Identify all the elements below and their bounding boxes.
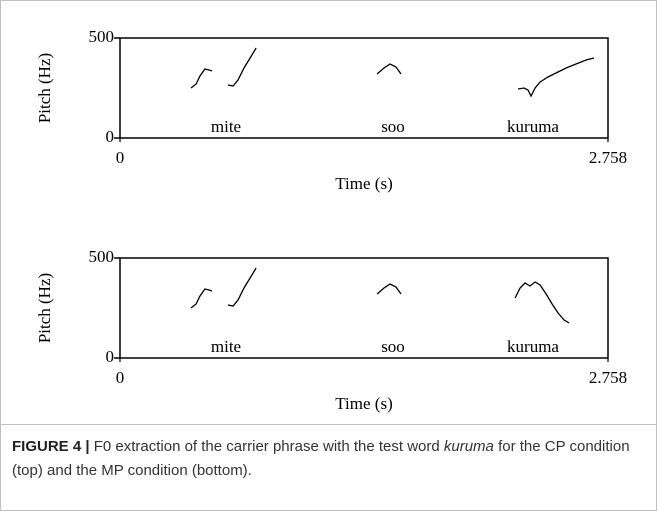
x-tick-label: 0 <box>116 148 125 167</box>
caption: FIGURE 4 | F0 extraction of the carrier … <box>12 435 642 483</box>
charts: 0 500 0 2.758 Time (s) Pitch (Hz) mite soo kurum… <box>35 27 627 413</box>
word-label: mite <box>211 337 241 356</box>
divider <box>1 424 656 425</box>
word-label: kuruma <box>507 117 559 136</box>
x-axis-label: Time (s) <box>335 174 392 193</box>
y-tick-label: 500 <box>89 27 115 46</box>
plot-frame <box>119 37 609 139</box>
plot-frame <box>119 257 609 359</box>
word-label: mite <box>211 117 241 136</box>
x-tick-label: 2.758 <box>589 368 627 387</box>
caption-italic: kuruma <box>443 438 494 455</box>
y-axis-label: Pitch (Hz) <box>35 273 54 343</box>
x-tick-label: 0 <box>116 368 125 387</box>
y-tick-label: 0 <box>106 127 115 146</box>
x-tick-label: 2.758 <box>589 148 627 167</box>
caption-text: for the CP condition (top) and the MP co… <box>12 438 630 479</box>
y-tick-label: 500 <box>89 247 115 266</box>
caption-text: F0 extraction of the carrier phrase with… <box>89 438 444 455</box>
word-label: soo <box>381 117 405 136</box>
pitch-contour <box>190 47 595 98</box>
x-axis-label: Time (s) <box>335 394 392 413</box>
caption-label: FIGURE 4 | <box>12 438 90 455</box>
pitch-contour <box>190 267 570 324</box>
word-label: soo <box>381 337 405 356</box>
y-axis-label: Pitch (Hz) <box>35 53 54 123</box>
y-tick-label: 0 <box>106 347 115 366</box>
word-label: kuruma <box>507 337 559 356</box>
